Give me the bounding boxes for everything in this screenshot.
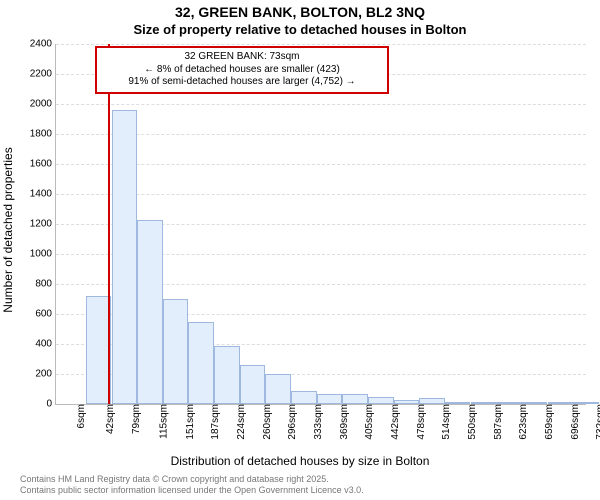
y-axis-label: Number of detached properties xyxy=(1,147,15,312)
footer-line-2: Contains public sector information licen… xyxy=(20,485,600,496)
x-tick-label: 587sqm xyxy=(489,404,504,440)
histogram-bar xyxy=(265,374,290,404)
histogram-bar xyxy=(342,394,367,404)
x-tick-label: 187sqm xyxy=(206,404,221,440)
y-tick-label: 1400 xyxy=(30,189,52,200)
x-tick-label: 478sqm xyxy=(412,404,427,440)
x-tick-label: 369sqm xyxy=(335,404,350,440)
x-tick-label: 405sqm xyxy=(360,404,375,440)
y-tick-label: 200 xyxy=(35,369,52,380)
y-tick-label: 2200 xyxy=(30,69,52,80)
x-tick-label: 151sqm xyxy=(180,404,195,440)
x-tick-label: 296sqm xyxy=(283,404,298,440)
histogram-bar xyxy=(188,322,213,405)
x-axis-label: Distribution of detached houses by size … xyxy=(0,454,600,468)
y-tick-label: 2000 xyxy=(30,99,52,110)
histogram-bar xyxy=(112,110,137,404)
histogram-bar xyxy=(214,346,239,405)
x-tick-label: 696sqm xyxy=(566,404,581,440)
footer-line-1: Contains HM Land Registry data © Crown c… xyxy=(20,474,600,485)
y-gridline xyxy=(56,44,586,45)
y-gridline xyxy=(56,104,586,105)
annotation-box: 32 GREEN BANK: 73sqm← 8% of detached hou… xyxy=(95,46,389,94)
annotation-line: ← 8% of detached houses are smaller (423… xyxy=(102,64,382,77)
x-tick-label: 514sqm xyxy=(437,404,452,440)
attribution-footer: Contains HM Land Registry data © Crown c… xyxy=(0,474,600,496)
x-tick-label: 442sqm xyxy=(386,404,401,440)
subject-property-marker xyxy=(108,44,110,404)
histogram-plot-area: 0200400600800100012001400160018002000220… xyxy=(55,44,586,405)
y-tick-label: 600 xyxy=(35,309,52,320)
y-tick-label: 1200 xyxy=(30,219,52,230)
x-tick-label: 79sqm xyxy=(127,404,142,434)
y-tick-label: 1800 xyxy=(30,129,52,140)
x-tick-label: 623sqm xyxy=(514,404,529,440)
y-tick-label: 800 xyxy=(35,279,52,290)
y-tick-label: 1000 xyxy=(30,249,52,260)
histogram-bar xyxy=(137,220,162,405)
x-tick-label: 42sqm xyxy=(101,404,116,434)
x-tick-label: 115sqm xyxy=(155,404,170,439)
x-tick-label: 659sqm xyxy=(539,404,554,440)
chart-title-subtitle: Size of property relative to detached ho… xyxy=(0,22,600,37)
y-tick-label: 0 xyxy=(46,399,52,410)
chart-title-address: 32, GREEN BANK, BOLTON, BL2 3NQ xyxy=(0,4,600,20)
x-tick-label: 732sqm xyxy=(591,404,600,440)
y-tick-label: 400 xyxy=(35,339,52,350)
x-tick-label: 550sqm xyxy=(462,404,477,440)
histogram-bar xyxy=(291,391,316,405)
annotation-line: 32 GREEN BANK: 73sqm xyxy=(102,51,382,64)
x-tick-label: 260sqm xyxy=(258,404,273,440)
histogram-bar xyxy=(317,394,342,405)
y-tick-label: 2400 xyxy=(30,39,52,50)
histogram-bar xyxy=(163,299,188,404)
x-tick-label: 224sqm xyxy=(232,404,247,440)
x-tick-label: 6sqm xyxy=(72,404,87,428)
annotation-line: 91% of semi-detached houses are larger (… xyxy=(102,76,382,89)
histogram-bar xyxy=(240,365,265,404)
histogram-bar xyxy=(368,397,393,405)
y-tick-label: 1600 xyxy=(30,159,52,170)
x-tick-label: 333sqm xyxy=(309,404,324,440)
